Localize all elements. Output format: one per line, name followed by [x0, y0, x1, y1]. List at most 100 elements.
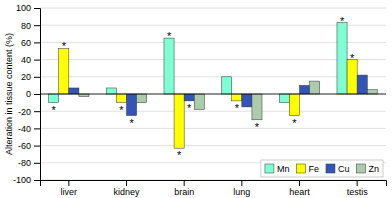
bar: [137, 94, 147, 103]
legend-swatch: [356, 164, 365, 173]
y-tick-label: 80: [21, 21, 31, 31]
bar: [242, 94, 252, 107]
y-tick: -100: [13, 175, 40, 185]
y-tick: 80: [21, 21, 40, 31]
bar: [49, 94, 59, 103]
annotation: *: [177, 149, 182, 161]
bar-series: [59, 48, 357, 148]
x-tick-mark: [68, 180, 69, 186]
bar: [127, 94, 137, 116]
bar-series: [79, 81, 377, 120]
legend-label: Zn: [368, 164, 379, 174]
x-tick: testis: [347, 180, 369, 197]
y-tick: 20: [21, 72, 40, 82]
annotation: *: [187, 102, 192, 114]
grid-line: [40, 8, 386, 9]
annotation: *: [62, 40, 67, 52]
y-tick-mark: [34, 128, 40, 129]
y-tick-mark: [34, 163, 40, 164]
grid-line: [40, 111, 386, 112]
bar: [367, 90, 377, 94]
y-tick: -60: [18, 141, 40, 151]
annotation: *: [129, 117, 134, 129]
grid: [40, 8, 386, 180]
annotation: *: [235, 102, 240, 114]
x-tick-mark: [126, 180, 127, 186]
y-tick-label: -40: [18, 124, 31, 134]
x-tick-label: liver: [61, 187, 78, 197]
x-tick-label: lung: [233, 187, 250, 197]
bar: [116, 94, 126, 103]
grid-line: [40, 76, 386, 77]
bar: [337, 23, 347, 94]
bar: [69, 88, 79, 94]
x-axis-line: [41, 181, 387, 187]
bars: [49, 23, 378, 149]
annotation: *: [292, 117, 297, 129]
legend-swatch: [296, 164, 305, 173]
y-axis-title: Alteration in tissue content (%): [4, 33, 14, 155]
legend-swatch: [326, 164, 335, 173]
bar: [106, 88, 116, 94]
x-tick: lung: [233, 180, 250, 197]
bar: [184, 94, 194, 101]
annotation: *: [119, 104, 124, 116]
y-tick-mark: [34, 42, 40, 43]
y-tick-label: -60: [18, 141, 31, 151]
y-tick-mark: [34, 111, 40, 112]
bar: [347, 60, 357, 94]
y-tick-mark: [34, 146, 40, 147]
y-tick-mark: [34, 180, 40, 181]
y-tick: 40: [21, 55, 40, 65]
x-tick: liver: [61, 180, 78, 197]
annotation: *: [167, 30, 172, 42]
legend-label: Fe: [308, 164, 319, 174]
y-tick-label: 0: [26, 89, 31, 99]
bar: [59, 48, 69, 94]
y-tick-mark: [34, 8, 40, 9]
y-tick-label: 100: [16, 3, 31, 13]
bar: [222, 77, 232, 94]
x-tick-label: heart: [289, 187, 310, 197]
x-tick-mark: [184, 180, 185, 186]
bar: [194, 94, 204, 109]
x-tick: brain: [174, 180, 194, 197]
annotations: ************: [52, 15, 355, 162]
y-tick: -20: [18, 107, 40, 117]
y-tick-mark: [34, 77, 40, 78]
y-axis-line: [34, 9, 41, 181]
bar-series: [49, 23, 347, 103]
x-tick-mark: [241, 180, 242, 186]
y-tick: -80: [18, 158, 40, 168]
legend-swatch: [265, 164, 274, 173]
bar: [300, 85, 310, 94]
bar: [357, 75, 367, 94]
y-tick-mark: [34, 25, 40, 26]
y-tick-label: -100: [13, 175, 31, 185]
y-tick: 100: [16, 3, 40, 13]
legend-frame: [261, 160, 383, 177]
bar-series: [69, 75, 367, 115]
y-tick: 0: [26, 89, 40, 99]
x-tick-mark: [357, 180, 358, 186]
y-tick: 60: [21, 38, 40, 48]
y-axis: -100 -80 -60 -40 -20 0 20 40 60 80 100: [13, 3, 41, 185]
annotation: *: [340, 15, 345, 27]
bar: [174, 94, 184, 148]
grid-line: [40, 145, 386, 146]
plot: -100-80-60-40-20020406080100liverkidneyb…: [13, 3, 387, 197]
grid-line: [40, 94, 386, 95]
bar: [310, 81, 320, 94]
x-tick-label: brain: [174, 187, 194, 197]
y-tick-mark: [34, 60, 40, 61]
annotation: *: [255, 121, 260, 133]
bar: [164, 38, 174, 94]
x-tick-mark: [299, 180, 300, 186]
y-tick-label: 60: [21, 38, 31, 48]
grid-line: [40, 42, 386, 43]
chart: -100-80-60-40-20020406080100liverkidneyb…: [0, 0, 392, 198]
y-tick-label: -80: [18, 158, 31, 168]
bar: [289, 94, 299, 116]
legend: MnFeCuZn: [261, 160, 383, 177]
y-tick: -40: [18, 124, 40, 134]
